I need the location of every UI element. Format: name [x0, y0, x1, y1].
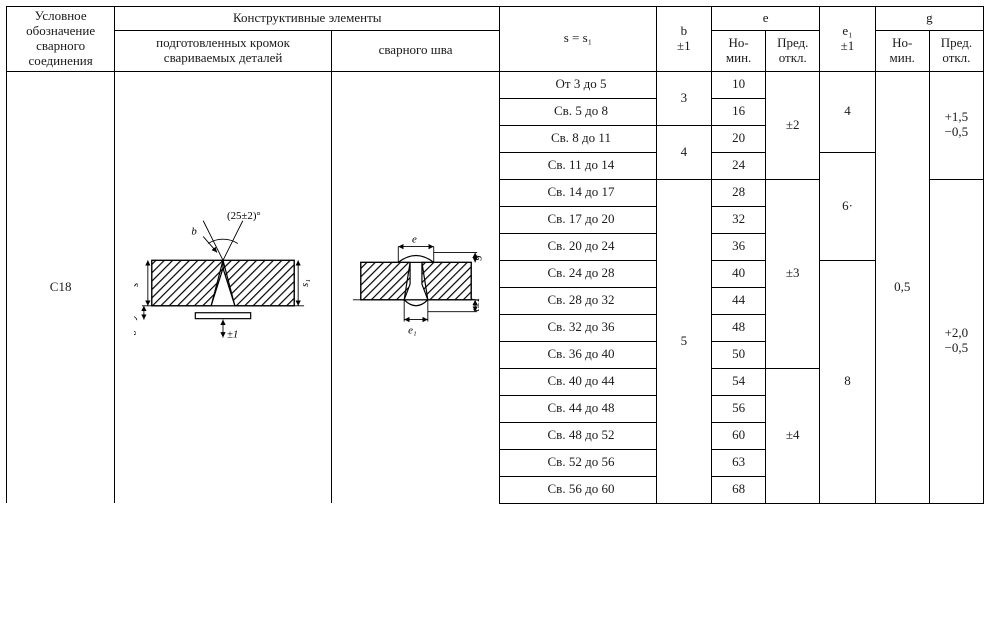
cell-e-tol: ±2 [766, 71, 820, 179]
hdr-prep: подготовленных кромок свариваемых детале… [115, 30, 332, 71]
hdr-g: g [875, 7, 983, 31]
cell-s: Св. 40 до 44 [500, 368, 656, 395]
cell-s: Св. 11 до 14 [500, 152, 656, 179]
hdr-e1: e₁±1 [820, 7, 875, 72]
cell-e-nom: 36 [712, 233, 766, 260]
gap-label: ±1 [227, 328, 238, 340]
cell-e-nom: 10 [712, 71, 766, 98]
table-body: С18 (25±2)° b s s₁ 0⁺⁰٫⁵ ±1 e g [7, 71, 984, 503]
hdr-e-tol: Пред. откл. [766, 30, 820, 71]
cell-s: Св. 28 до 32 [500, 287, 656, 314]
cell-e1: 8 [820, 260, 875, 503]
cell-e-nom: 60 [712, 422, 766, 449]
code-cell: С18 [7, 71, 115, 503]
root-label: 0⁺⁰٫⁵ [134, 312, 139, 335]
cell-s: Св. 56 до 60 [500, 476, 656, 503]
cell-e-nom: 28 [712, 179, 766, 206]
hdr-b: b±1 [656, 7, 711, 72]
hdr-g-tol: Пред. откл. [929, 30, 983, 71]
cell-g-tol: +1,5 −0,5 [929, 71, 983, 179]
cell-s: Св. 20 до 24 [500, 233, 656, 260]
cell-b: 4 [656, 125, 711, 179]
g-label: g [470, 254, 482, 260]
cell-e-nom: 40 [712, 260, 766, 287]
cell-s: Св. 24 до 28 [500, 260, 656, 287]
t-label: t±1 [470, 297, 482, 311]
cell-e-tol: ±4 [766, 368, 820, 503]
hdr-construct: Конструктивные элементы [115, 7, 500, 31]
cell-e-nom: 63 [712, 449, 766, 476]
cell-b: 3 [656, 71, 711, 125]
cell-s: Св. 5 до 8 [500, 98, 656, 125]
cell-e-nom: 50 [712, 341, 766, 368]
cell-b: 5 [656, 179, 711, 503]
weld-diagram-cell: e g e₁ t±1 [331, 71, 499, 503]
cell-s: Св. 14 до 17 [500, 179, 656, 206]
prep-diagram-cell: (25±2)° b s s₁ 0⁺⁰٫⁵ ±1 [115, 71, 332, 503]
cell-e-nom: 20 [712, 125, 766, 152]
cell-s: Св. 52 до 56 [500, 449, 656, 476]
cell-e-nom: 48 [712, 314, 766, 341]
weld-diagram: e g e₁ t±1 [347, 188, 485, 388]
table-header: Условное обозначение сварного соединения… [7, 7, 984, 72]
cell-e-nom: 16 [712, 98, 766, 125]
cell-e-nom: 54 [712, 368, 766, 395]
hdr-s: s = s₁ [500, 7, 656, 72]
s-label: s [134, 282, 141, 286]
cell-e-nom: 44 [712, 287, 766, 314]
prep-diagram: (25±2)° b s s₁ 0⁺⁰٫⁵ ±1 [134, 188, 312, 388]
b-label: b [191, 225, 197, 237]
table-row: С18 (25±2)° b s s₁ 0⁺⁰٫⁵ ±1 e g [7, 71, 984, 98]
cell-s: Св. 32 до 36 [500, 314, 656, 341]
hdr-code: Условное обозначение сварного соединения [7, 7, 115, 72]
cell-s: Св. 48 до 52 [500, 422, 656, 449]
cell-s: Св. 44 до 48 [500, 395, 656, 422]
hdr-e-nom: Но- мин. [712, 30, 766, 71]
hdr-weld: сварного шва [331, 30, 499, 71]
cell-e-nom: 56 [712, 395, 766, 422]
hdr-g-nom: Но- мин. [875, 30, 929, 71]
cell-g-nom: 0,5 [875, 71, 929, 503]
s1-label: s₁ [299, 278, 311, 286]
welding-table: Условное обозначение сварного соединения… [6, 6, 984, 504]
cell-e1: 4 [820, 71, 875, 152]
e1-label: e₁ [408, 324, 417, 336]
cell-e-nom: 68 [712, 476, 766, 503]
cell-g-tol: +2,0 −0,5 [929, 179, 983, 503]
cell-s: Св. 17 до 20 [500, 206, 656, 233]
e-label: e [412, 233, 417, 245]
cell-s: От 3 до 5 [500, 71, 656, 98]
cell-s: Св. 8 до 11 [500, 125, 656, 152]
cell-e1: 6· [820, 152, 875, 260]
cell-s: Св. 36 до 40 [500, 341, 656, 368]
cell-e-tol: ±3 [766, 179, 820, 368]
hdr-e: e [712, 7, 820, 31]
angle-label: (25±2)° [227, 209, 261, 221]
cell-e-nom: 24 [712, 152, 766, 179]
cell-e-nom: 32 [712, 206, 766, 233]
